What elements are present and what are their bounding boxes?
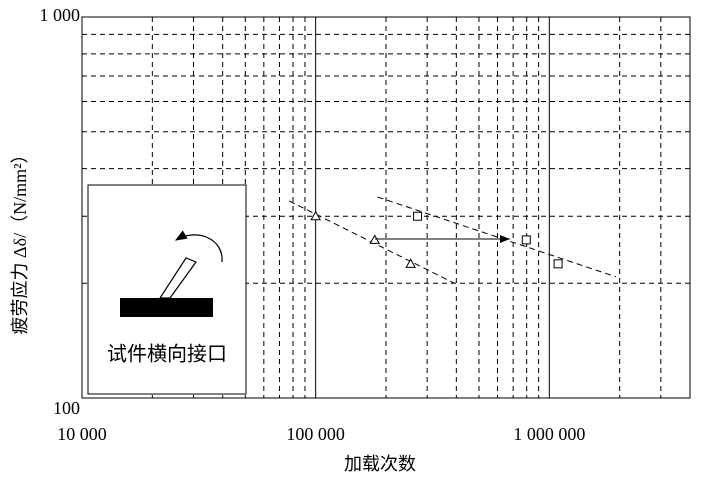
x-tick-label: 1 000 000: [513, 424, 585, 444]
plate: [120, 298, 213, 317]
y-axis-title: 疲劳应力 Δδ/（N/mm²）: [10, 146, 30, 335]
inset: 试件横向接口: [87, 184, 247, 395]
plot-frame: [81, 16, 691, 399]
square-point: [521, 235, 531, 245]
y-tick-label: 100: [53, 398, 80, 418]
inset-label: 试件横向接口: [107, 343, 227, 366]
fit-line: [377, 196, 617, 278]
square-point: [553, 259, 563, 269]
square-point: [413, 211, 423, 221]
x-axis-title: 加载次数: [344, 454, 416, 474]
x-tick-label: 10 000: [57, 424, 107, 444]
rod: [158, 257, 197, 299]
x-tick-label: 100 000: [286, 424, 345, 444]
triangle-point: [310, 210, 322, 221]
rotation-arrow: [174, 230, 223, 263]
marks: [288, 196, 617, 284]
y-tick-label: 1 000: [40, 5, 81, 25]
triangle-point: [405, 258, 417, 268]
grid: [81, 16, 690, 399]
